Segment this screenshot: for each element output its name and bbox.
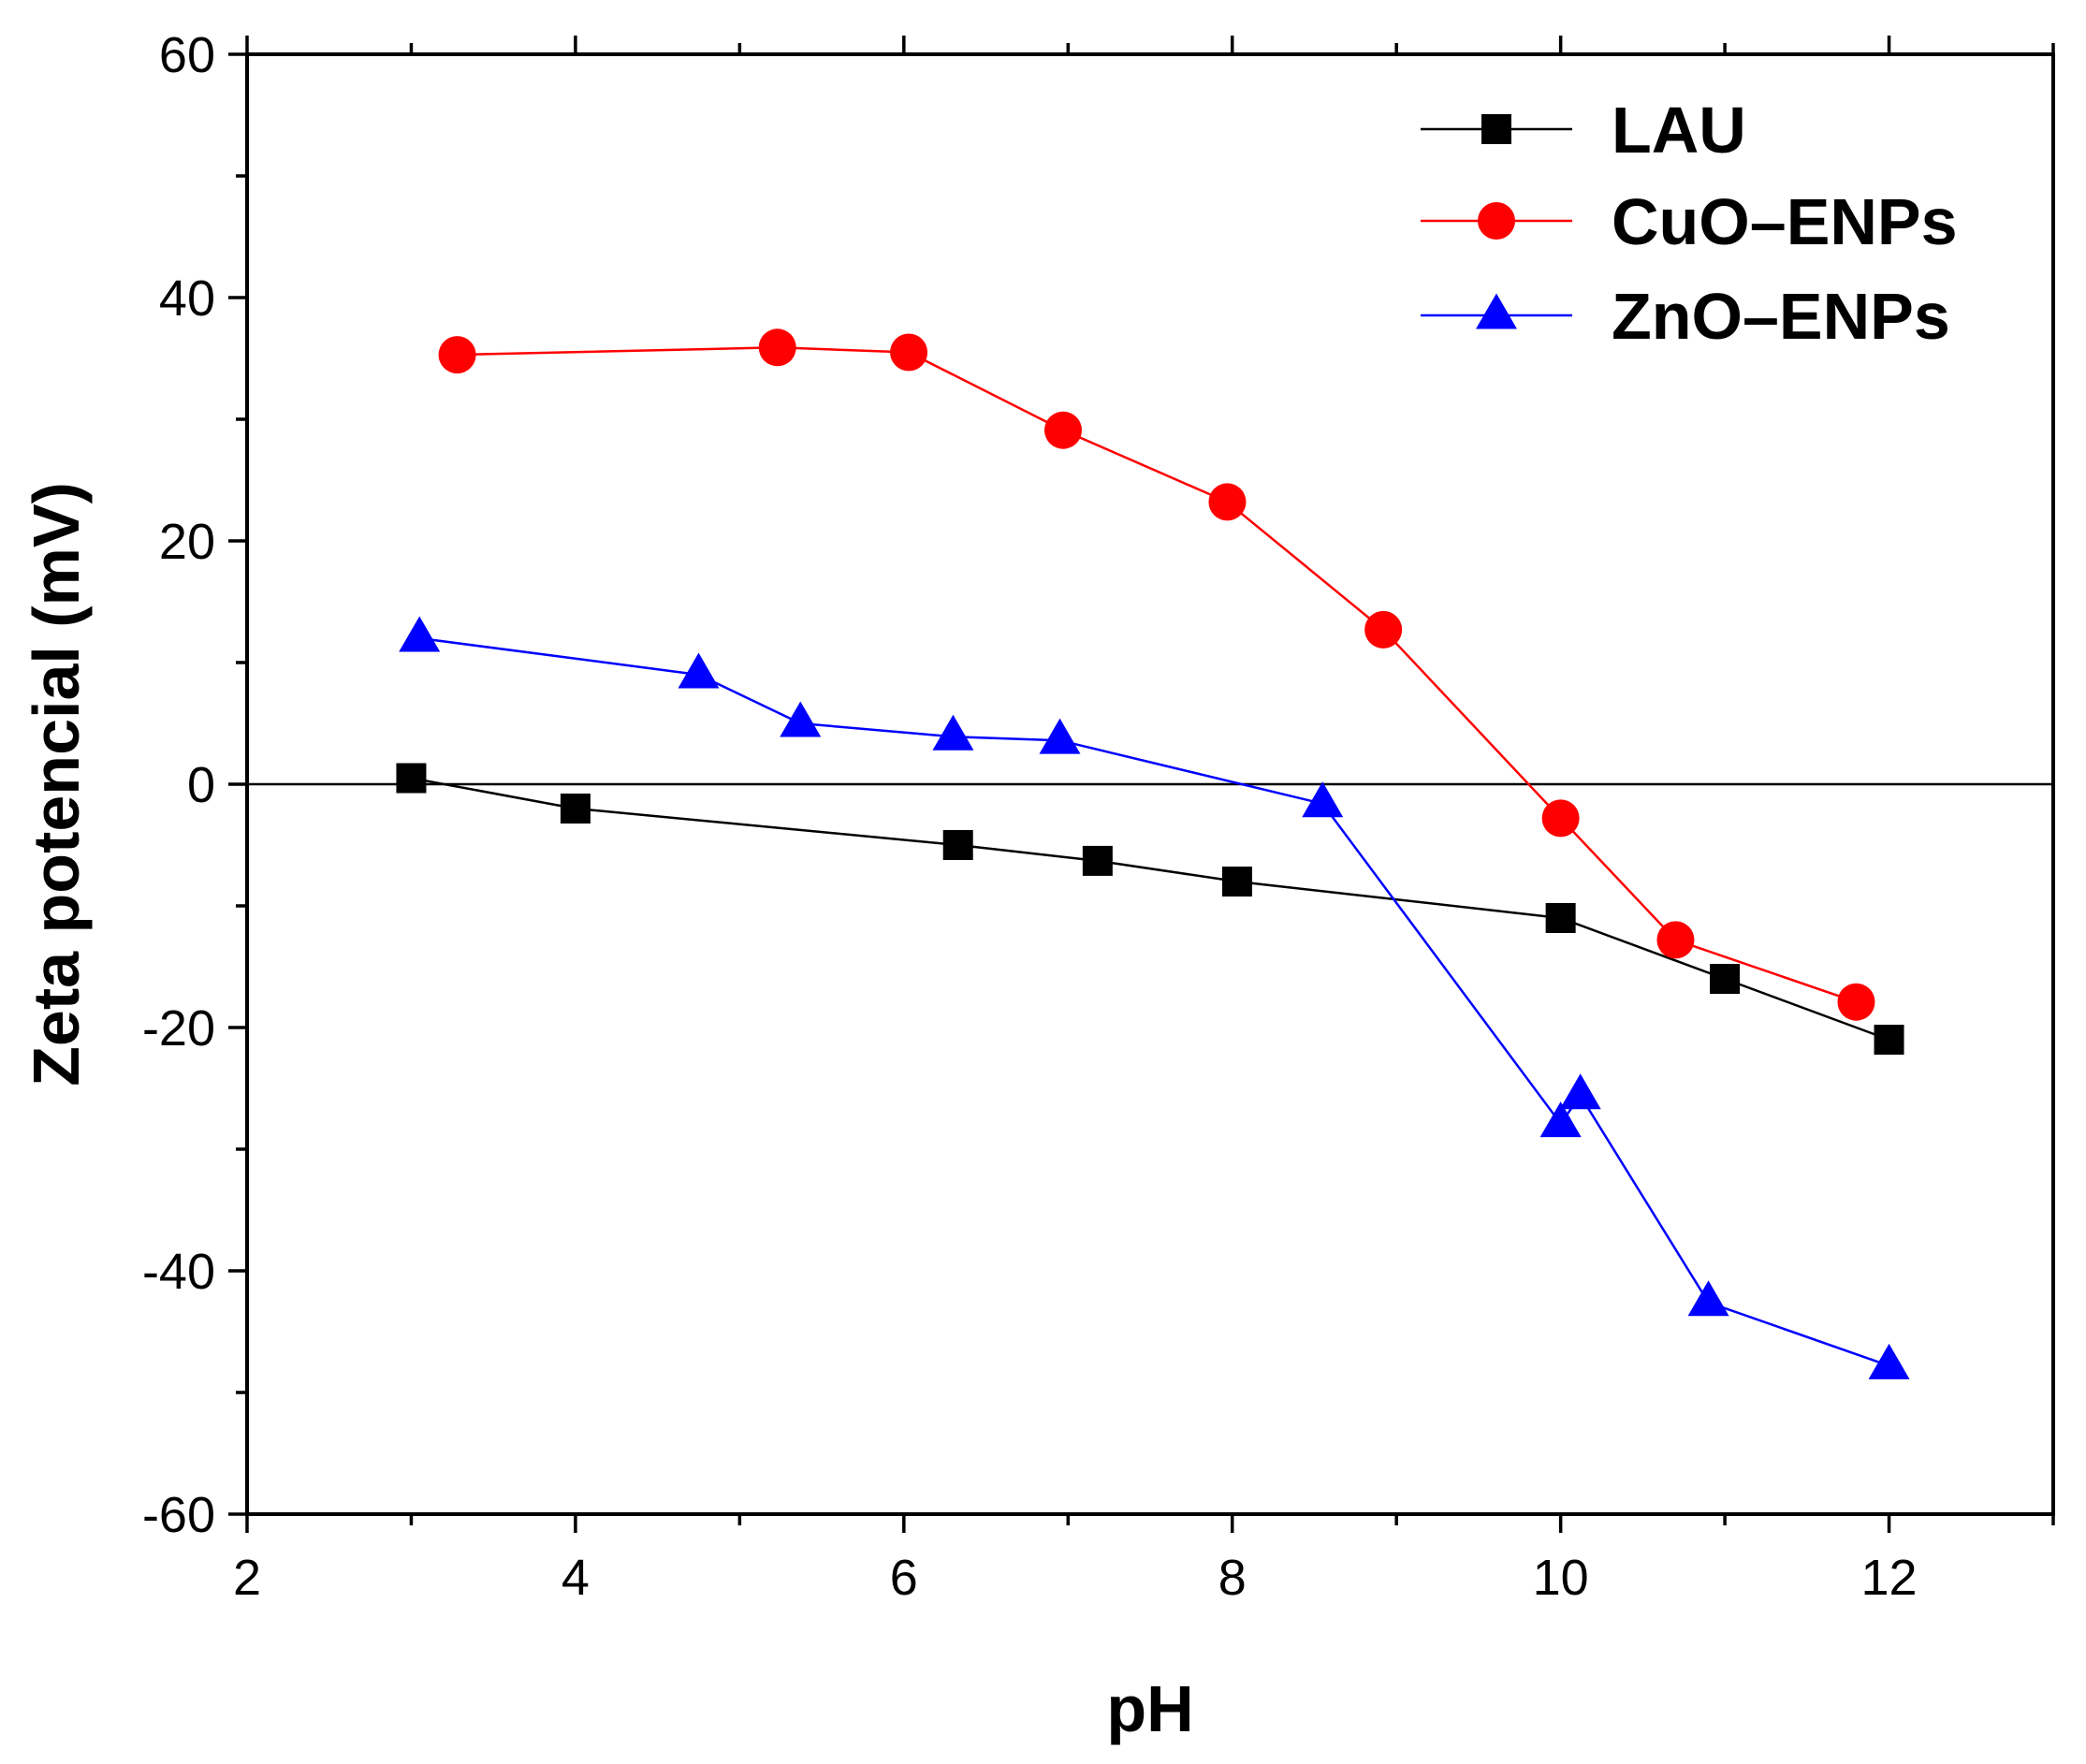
legend: LAU CuO–ENPs ZnO–ENPs [1421, 94, 1958, 353]
data-point [1044, 411, 1083, 449]
data-point [758, 328, 796, 367]
data-point [1837, 983, 1875, 1021]
data-point [1302, 781, 1344, 818]
legend-marker [1478, 202, 1515, 240]
data-point [1541, 799, 1580, 838]
x-axis-title: pH [1106, 1672, 1193, 1745]
data-point [396, 763, 427, 794]
data-point [932, 714, 974, 751]
x-tick-label: 6 [890, 1550, 918, 1606]
data-point [890, 333, 928, 372]
data-point [1364, 610, 1403, 649]
plot-layer [247, 328, 2053, 1379]
y-axis-title: Zeta potencial (mV) [20, 482, 93, 1086]
series-line [457, 346, 1857, 1003]
data-point [942, 830, 973, 860]
data-point [678, 652, 720, 689]
data-point [1559, 1073, 1601, 1110]
data-point [1208, 483, 1247, 521]
axis-layer: 2 4 6 8 10 12 -60 -40 -20 0 20 40 60 [142, 27, 2055, 1606]
y-tick-label: -20 [142, 1000, 215, 1057]
legend-label: CuO–ENPs [1612, 185, 1958, 258]
data-point [438, 336, 476, 374]
data-point [1687, 1280, 1729, 1317]
data-point [1868, 1343, 1910, 1379]
x-tick-label: 10 [1533, 1550, 1589, 1606]
data-point [1221, 867, 1252, 897]
legend-entry: LAU [1421, 94, 1746, 167]
legend-entry: ZnO–ENPs [1421, 280, 1950, 353]
data-point [780, 701, 822, 737]
legend-label: LAU [1612, 94, 1746, 167]
x-tick-label: 2 [233, 1550, 261, 1606]
y-tick-label: -60 [142, 1487, 215, 1543]
data-point [1874, 1025, 1904, 1055]
y-tick-label: 20 [159, 514, 215, 570]
data-point [399, 616, 441, 652]
data-point [1082, 845, 1113, 876]
data-point [1710, 964, 1741, 994]
data-point [1656, 921, 1695, 959]
legend-marker [1476, 293, 1517, 329]
y-tick-label: 60 [159, 27, 215, 83]
y-tick-label: -40 [142, 1244, 215, 1300]
data-point [1545, 903, 1576, 933]
series-2 [399, 616, 1910, 1379]
legend-entry: CuO–ENPs [1421, 185, 1958, 258]
data-point [1539, 1101, 1582, 1138]
x-tick-label: 4 [562, 1550, 590, 1606]
x-tick-label: 12 [1861, 1550, 1918, 1606]
data-point [560, 794, 591, 824]
series-1 [438, 328, 1875, 1021]
y-tick-label: 40 [159, 270, 215, 327]
legend-label: ZnO–ENPs [1612, 280, 1950, 353]
series-line [411, 777, 1889, 1042]
x-tick-label: 8 [1218, 1550, 1247, 1606]
series-0 [396, 763, 1904, 1055]
legend-marker [1481, 114, 1511, 144]
data-point [1039, 718, 1081, 754]
y-tick-label: 0 [187, 757, 215, 813]
series-line [419, 636, 1889, 1367]
